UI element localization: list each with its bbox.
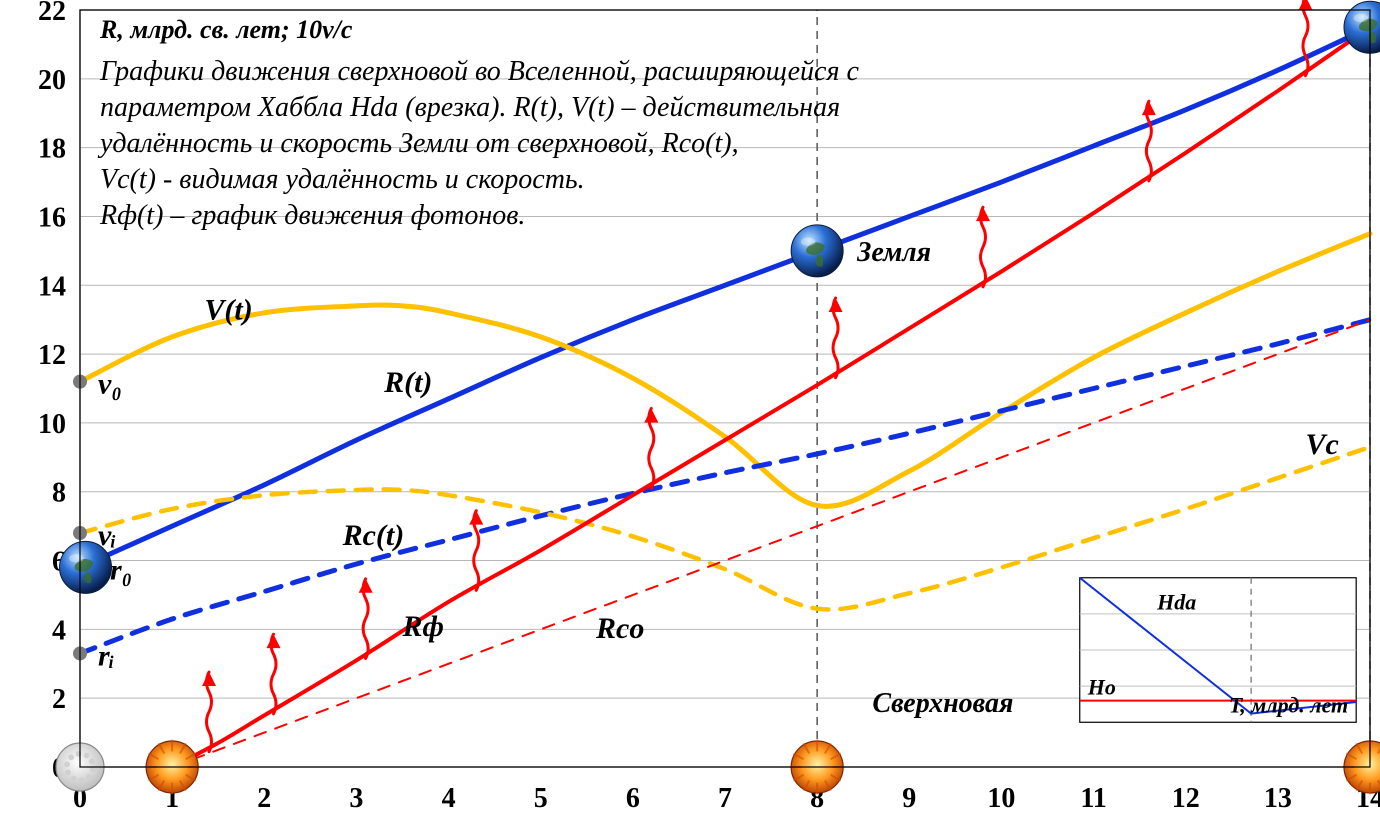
supernova-motion-chart: 024681012141618202201234567891011121314R… (0, 0, 1380, 817)
x-tick-label: 6 (626, 783, 640, 814)
x-tick-label: 9 (902, 783, 916, 814)
y-marker-label: v₀ (98, 368, 122, 401)
y-tick-label: 14 (38, 271, 66, 302)
series-label-Rco: Rco (595, 612, 644, 645)
inset-label-hda: Hda (1156, 590, 1196, 615)
series-label-Vt: V(t) (204, 294, 252, 327)
y-tick-label: 4 (52, 615, 66, 646)
y-tick-label: 2 (52, 684, 66, 715)
inset-label-ho: Ho (1087, 675, 1116, 700)
caption-line: Vc(t) - видимая удалённость и скорость. (100, 164, 585, 195)
x-tick-label: 7 (718, 783, 732, 814)
series-label-Rph: Rф (402, 610, 444, 643)
caption-line: Rф(t) – график движения фотонов. (99, 200, 525, 231)
x-tick-label: 11 (1080, 783, 1106, 814)
y-marker-label: rᵢ (98, 639, 115, 672)
y-tick-label: 22 (38, 0, 66, 27)
y-axis-title: R, млрд. св. лет; 10v/c (99, 15, 353, 44)
series-label-Rt: R(t) (383, 366, 432, 399)
x-tick-label: 13 (1264, 783, 1292, 814)
y-tick-label: 16 (38, 202, 66, 233)
series-label-Rct: Rc(t) (342, 519, 405, 552)
y-tick-label: 18 (38, 134, 66, 165)
x-tick-label: 12 (1172, 783, 1200, 814)
y-tick-label: 10 (38, 409, 66, 440)
supernova-label: Сверхновая (872, 688, 1013, 719)
earth-icon (60, 541, 112, 593)
earth-icon (791, 225, 843, 277)
x-tick-label: 4 (442, 783, 456, 814)
y-tick-label: 8 (52, 478, 66, 509)
photon-arrow-head (1299, 0, 1313, 10)
caption-line: Графики движения сверхновой во Вселенной… (99, 56, 859, 87)
inset-hubble: Hda Ho T, млрд. лет (1080, 578, 1356, 723)
y-marker-label: r₀ (110, 553, 132, 586)
x-tick-label: 2 (257, 783, 271, 814)
x-tick-label: 3 (349, 783, 363, 814)
x-tick-label: 5 (534, 783, 548, 814)
x-tick-label: 10 (987, 783, 1015, 814)
caption-line: удалённость и скорость Земли от сверхнов… (97, 128, 739, 159)
series-label-Vc: Vc (1306, 428, 1339, 461)
earth-label: Земля (856, 237, 931, 268)
caption-line: параметром Хаббла Hda (врезка). R(t), V(… (100, 92, 840, 123)
inset-x-label: T, млрд. лет (1229, 692, 1348, 717)
y-tick-label: 20 (38, 65, 66, 96)
y-tick-label: 12 (38, 340, 66, 371)
